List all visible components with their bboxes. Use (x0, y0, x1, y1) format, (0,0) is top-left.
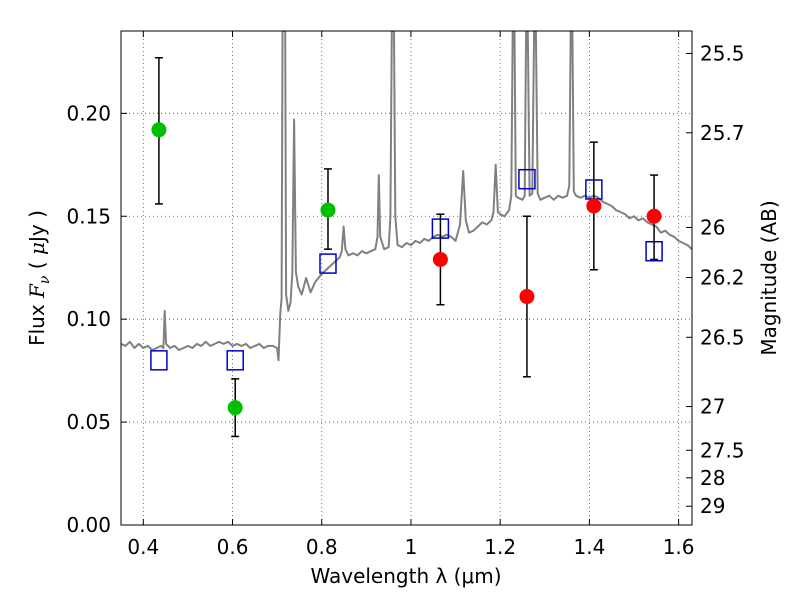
plot-frame (120, 30, 693, 526)
magnitude-tick-label: 27 (700, 395, 725, 419)
magnitude-tick-label: 29 (700, 494, 725, 518)
magnitude-axis-title: Magnitude (AB) (757, 200, 781, 355)
magnitude-tick-label: 26.2 (700, 266, 745, 290)
magnitude-tick-label: 25.7 (700, 121, 745, 145)
x-tick-label: 0.6 (217, 535, 249, 559)
tick-labels: 0.4 0.6 0.8 1 1.2 1.4 1.6 0.00 0.05 0.10 0.15 0.20 2… (66, 41, 744, 559)
sed-model-line (121, 31, 692, 362)
model-flux-square (518, 168, 536, 190)
grid (121, 31, 692, 526)
x-tick-label: 1.6 (663, 535, 695, 559)
x-tick-label: 1.2 (484, 535, 516, 559)
axis-ticks (121, 31, 692, 526)
red-photometry-point (519, 289, 535, 305)
magnitude-tick-label: 27.5 (700, 438, 745, 462)
x-tick-label: 0.4 (127, 535, 159, 559)
green-photometry-point (151, 122, 167, 138)
model-flux-square (226, 350, 244, 371)
green-photometry-point (320, 202, 336, 218)
y-tick-label: 0.20 (66, 101, 111, 125)
magnitude-tick-label: 25.5 (700, 41, 745, 65)
magnitude-tick-label: 26 (700, 215, 725, 239)
x-tick-label: 1 (405, 535, 418, 559)
y-tick-label: 0.00 (66, 513, 111, 537)
red-photometry-point (646, 208, 662, 224)
magnitude-tick-label: 26.5 (700, 325, 745, 349)
y-tick-label: 0.10 (66, 307, 111, 331)
green-photometry-point (227, 400, 243, 416)
red-photometry-point (586, 198, 602, 214)
y-tick-label: 0.15 (66, 204, 111, 228)
y-axis-title: Flux Fν ( μJy ) (25, 210, 53, 346)
x-tick-label: 1.4 (573, 535, 605, 559)
y-tick-label: 0.05 (66, 410, 111, 434)
plot-area (121, 31, 692, 438)
x-axis-title: Wavelength λ (μm) (310, 564, 501, 588)
red-photometry-point (432, 251, 448, 267)
model-flux-square (319, 253, 337, 274)
magnitude-tick-label: 28 (700, 466, 725, 490)
x-tick-label: 0.8 (306, 535, 338, 559)
model-flux-square (150, 350, 168, 371)
